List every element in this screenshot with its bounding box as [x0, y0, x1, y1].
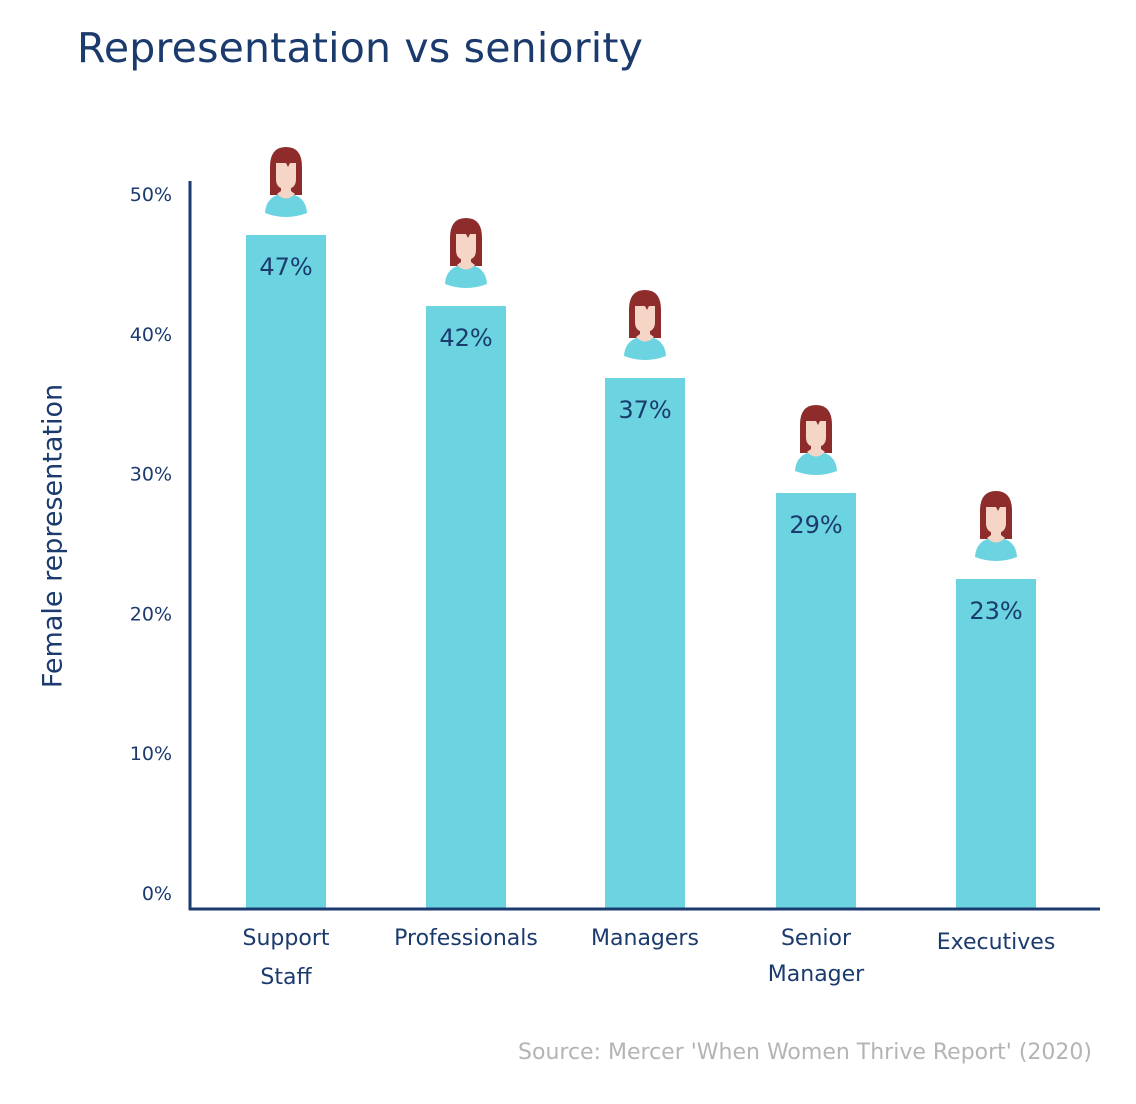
y-tick-label: 50%	[130, 184, 172, 206]
data-label: 37%	[618, 396, 671, 424]
y-tick-label: 40%	[130, 324, 172, 346]
y-tick-label: 0%	[142, 883, 172, 905]
face-shape	[635, 305, 655, 332]
x-category-label: Managers	[591, 926, 699, 951]
face-shape	[276, 162, 296, 189]
bangs-shape	[454, 222, 478, 238]
bangs-shape	[804, 409, 828, 425]
woman-avatar-icon	[795, 405, 837, 475]
data-label: 23%	[969, 597, 1022, 625]
collar-shape	[636, 334, 654, 342]
x-category-label: Staff	[260, 965, 312, 990]
shirt-shape	[624, 336, 666, 360]
bar-executives	[956, 579, 1036, 908]
collar-shape	[987, 535, 1005, 543]
y-tick-label: 30%	[130, 464, 172, 486]
woman-avatar-icon	[445, 218, 487, 288]
collar-shape	[807, 449, 825, 457]
source-note: Source: Mercer 'When Women Thrive Report…	[518, 1040, 1092, 1065]
shirt-shape	[975, 537, 1017, 561]
shirt-shape	[445, 264, 487, 288]
face-shape	[456, 233, 476, 260]
x-category-label: Support	[243, 926, 330, 951]
shirt-shape	[265, 193, 307, 217]
x-category-label: Senior	[781, 926, 852, 951]
bar-professionals	[426, 306, 506, 908]
bangs-shape	[633, 294, 657, 310]
y-tick-label: 10%	[130, 743, 172, 765]
face-shape	[806, 420, 826, 447]
face-shape	[986, 506, 1006, 533]
data-label: 42%	[439, 324, 492, 352]
data-label: 29%	[789, 511, 842, 539]
bar-managers	[605, 378, 685, 908]
shirt-shape	[795, 451, 837, 475]
collar-shape	[457, 262, 475, 270]
woman-avatar-icon	[975, 491, 1017, 561]
woman-avatar-icon	[265, 147, 307, 217]
bangs-shape	[984, 495, 1008, 511]
woman-avatar-icon	[624, 290, 666, 360]
y-tick-label: 20%	[130, 603, 172, 625]
chart-title: Representation vs seniority	[77, 24, 644, 72]
x-category-label: Manager	[768, 962, 865, 987]
x-category-label: Executives	[937, 930, 1056, 955]
bar-support-staff	[246, 235, 326, 908]
collar-shape	[277, 191, 295, 199]
data-label: 47%	[259, 253, 312, 281]
bangs-shape	[274, 151, 298, 167]
bar-senior-manager	[776, 493, 856, 908]
x-category-label: Professionals	[394, 926, 538, 951]
